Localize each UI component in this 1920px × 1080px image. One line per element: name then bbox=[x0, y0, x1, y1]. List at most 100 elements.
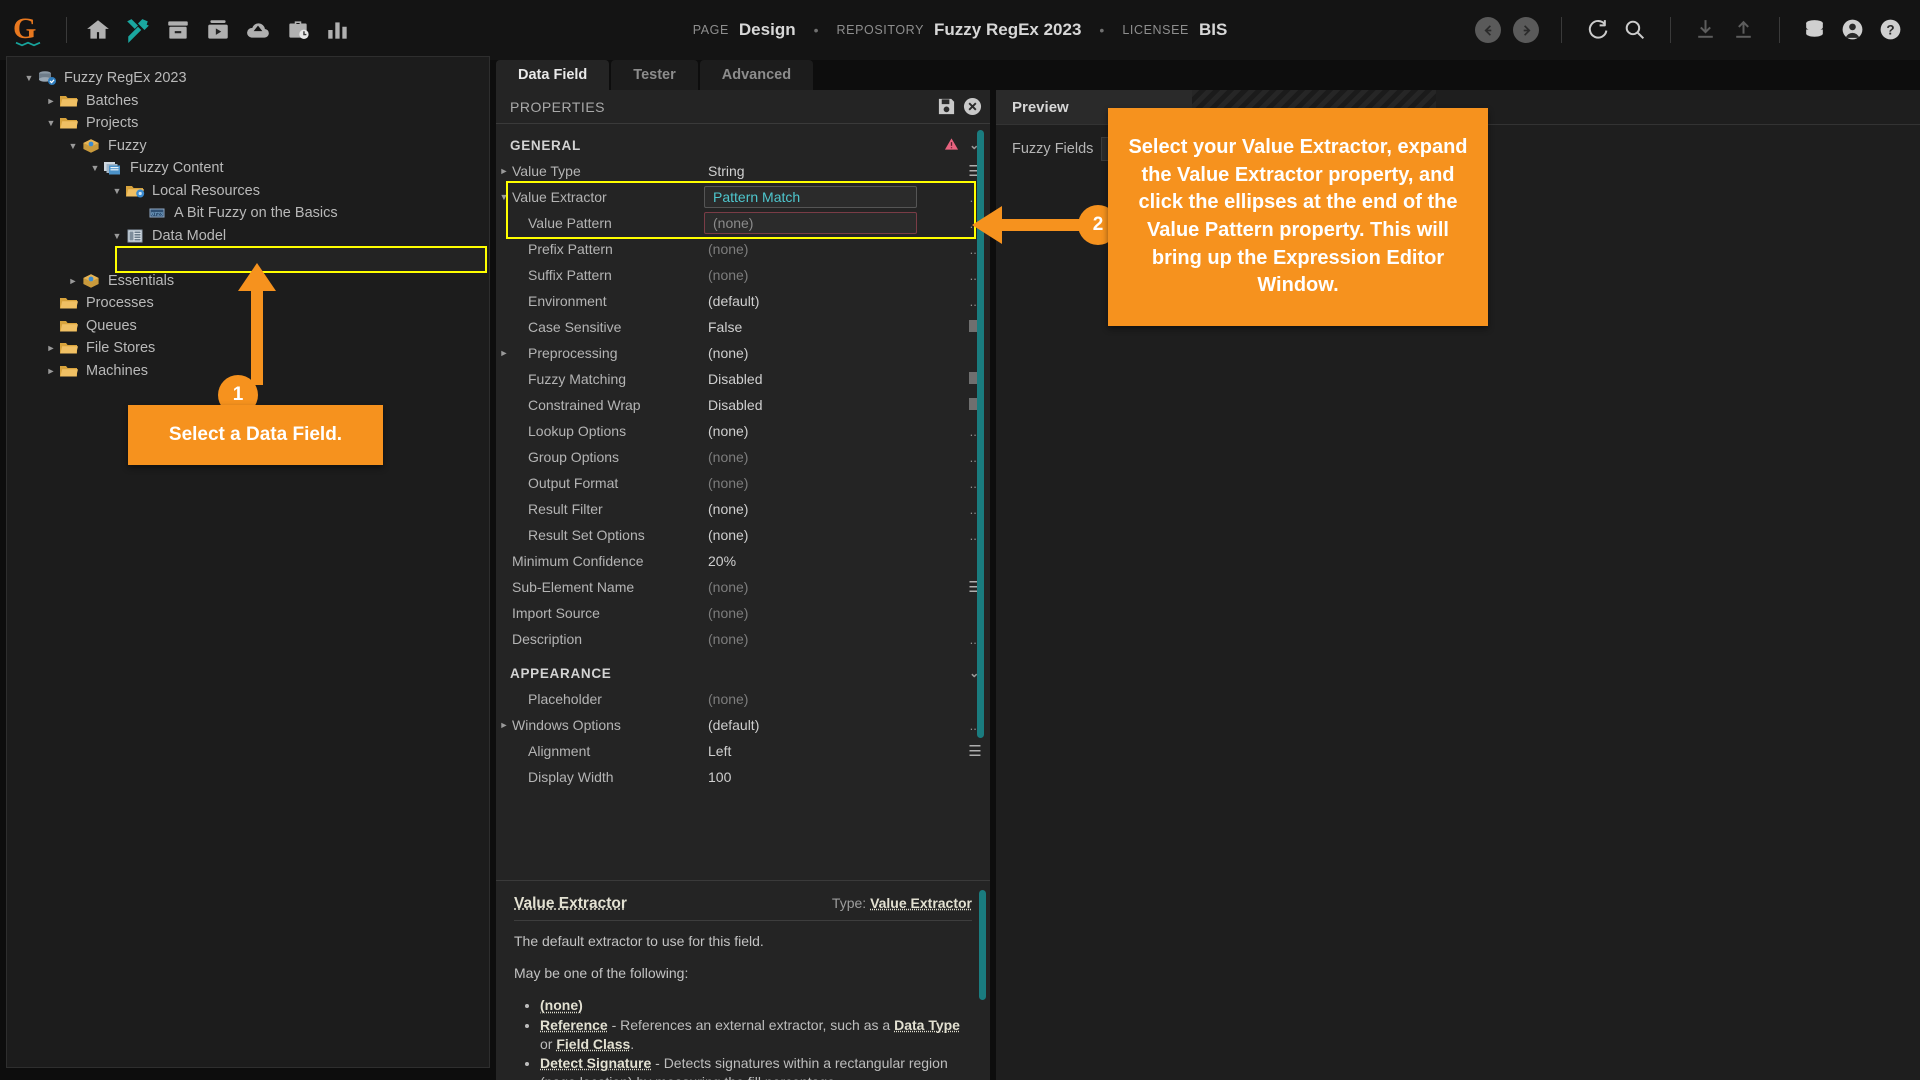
chevron-down-icon[interactable]: ▼ bbox=[499, 192, 509, 202]
section-header-general[interactable]: GENERAL ⌄ bbox=[496, 132, 990, 158]
property-row-placeholder[interactable]: Placeholder (none) bbox=[496, 686, 990, 712]
property-value-cell[interactable]: (none) bbox=[708, 267, 749, 283]
tree-item-batches[interactable]: ► Batches bbox=[7, 90, 489, 113]
chevron-down-icon[interactable]: ▼ bbox=[112, 185, 122, 196]
tab-advanced[interactable]: Advanced bbox=[699, 60, 814, 90]
tools-icon[interactable] bbox=[125, 17, 151, 43]
tree-item-fuzzy[interactable]: ▼ Fuzzy bbox=[7, 135, 489, 158]
help-type-value[interactable]: Value Extractor bbox=[870, 895, 972, 911]
video-box-icon[interactable] bbox=[205, 17, 231, 43]
property-row-description[interactable]: Description (none)... bbox=[496, 626, 990, 652]
property-value-cell[interactable]: (none) bbox=[708, 501, 749, 517]
upload-icon[interactable] bbox=[1731, 17, 1757, 43]
ellipsis-button[interactable]: ... bbox=[969, 717, 981, 733]
property-row-sub-element-name[interactable]: Sub-Element Name (none) ☰ bbox=[496, 574, 990, 600]
ellipsis-button[interactable]: ... bbox=[969, 293, 981, 309]
property-row-preprocessing[interactable]: ► Preprocessing (none) bbox=[496, 340, 990, 366]
tree-item-machines[interactable]: ► Machines bbox=[7, 360, 489, 383]
checkbox-toggle[interactable] bbox=[960, 371, 990, 387]
property-value-cell[interactable]: (none) bbox=[708, 449, 749, 465]
hamburger-menu-icon[interactable]: ☰ bbox=[968, 163, 982, 180]
ellipsis-button[interactable]: ... bbox=[969, 501, 981, 517]
property-row-display-width[interactable]: Display Width 100 bbox=[496, 764, 990, 790]
property-row-value-pattern[interactable]: Value Pattern (none)... bbox=[496, 210, 990, 236]
cloud-upload-icon[interactable] bbox=[245, 17, 271, 43]
download-icon[interactable] bbox=[1693, 17, 1719, 43]
briefcase-clock-icon[interactable] bbox=[285, 17, 311, 43]
chevron-right-icon[interactable]: ► bbox=[499, 348, 509, 358]
property-value-cell[interactable]: 20% bbox=[708, 553, 737, 569]
scrollbar-thumb[interactable] bbox=[979, 890, 986, 1000]
property-row-result-set-options[interactable]: Result Set Options (none)... bbox=[496, 522, 990, 548]
ellipsis-button[interactable]: ... bbox=[969, 449, 981, 465]
help-title[interactable]: Value Extractor bbox=[514, 895, 627, 912]
tab-tester[interactable]: Tester bbox=[611, 60, 698, 90]
property-row-value-type[interactable]: ► Value Type String ☰ bbox=[496, 158, 990, 184]
property-row-fuzzy-matching[interactable]: Fuzzy Matching Disabled bbox=[496, 366, 990, 392]
chevron-right-icon[interactable]: ► bbox=[46, 343, 56, 354]
ellipsis-button[interactable]: ... bbox=[969, 631, 981, 647]
property-value-cell[interactable]: (none) bbox=[708, 345, 749, 361]
database-icon[interactable] bbox=[1802, 17, 1828, 43]
chevron-down-icon[interactable]: ⌄ bbox=[969, 666, 980, 680]
property-row-output-format[interactable]: Output Format (none)... bbox=[496, 470, 990, 496]
chevron-right-icon[interactable]: ► bbox=[46, 365, 56, 376]
help-icon[interactable]: ? bbox=[1878, 17, 1904, 43]
hamburger-menu-icon[interactable]: ☰ bbox=[968, 743, 982, 760]
property-row-windows-options[interactable]: ► Windows Options (default)... bbox=[496, 712, 990, 738]
help-option-term[interactable]: (none) bbox=[540, 997, 583, 1014]
help-option-link[interactable]: Field Class bbox=[556, 1035, 631, 1052]
back-arrow-icon[interactable] bbox=[1475, 17, 1501, 43]
ellipsis-button[interactable]: ... bbox=[969, 527, 981, 543]
ellipsis-button[interactable]: ... bbox=[969, 189, 981, 205]
property-value-cell[interactable]: (default) bbox=[708, 293, 760, 309]
refresh-icon[interactable] bbox=[1584, 17, 1610, 43]
property-value-cell[interactable]: (none) bbox=[708, 579, 749, 595]
tree-item-essentials[interactable]: ► Essentials bbox=[7, 270, 489, 293]
app-logo[interactable]: G bbox=[0, 13, 56, 47]
property-value-cell[interactable]: String bbox=[708, 163, 745, 179]
forward-arrow-icon[interactable] bbox=[1513, 17, 1539, 43]
ellipsis-button[interactable]: ... bbox=[969, 241, 981, 257]
ellipsis-button[interactable]: ... bbox=[969, 475, 981, 491]
property-row-constrained-wrap[interactable]: Constrained Wrap Disabled bbox=[496, 392, 990, 418]
tree-item-projects[interactable]: ▼ Projects bbox=[7, 112, 489, 135]
warning-triangle-icon[interactable] bbox=[944, 137, 959, 154]
close-icon[interactable] bbox=[963, 97, 982, 116]
property-value-cell[interactable]: 100 bbox=[708, 769, 732, 785]
home-icon[interactable] bbox=[85, 17, 111, 43]
property-row-result-filter[interactable]: Result Filter (none)... bbox=[496, 496, 990, 522]
tree-item-fuzzy-regex-2023[interactable]: ▼ Fuzzy RegEx 2023 bbox=[7, 67, 489, 90]
archive-icon[interactable] bbox=[165, 17, 191, 43]
property-value-cell[interactable]: (none) bbox=[708, 631, 749, 647]
save-icon[interactable] bbox=[937, 97, 956, 116]
properties-scrollbar[interactable] bbox=[977, 130, 984, 860]
property-value-cell[interactable]: (none) bbox=[708, 241, 749, 257]
property-row-environment[interactable]: Environment (default)... bbox=[496, 288, 990, 314]
property-value-cell[interactable]: (none) bbox=[704, 212, 960, 234]
property-value-cell[interactable]: (default) bbox=[708, 717, 760, 733]
property-row-lookup-options[interactable]: Lookup Options (none)... bbox=[496, 418, 990, 444]
tree-item-local-resources[interactable]: ▼ Local Resources bbox=[7, 180, 489, 203]
property-value-cell[interactable]: (none) bbox=[708, 691, 749, 707]
property-row-case-sensitive[interactable]: Case Sensitive False bbox=[496, 314, 990, 340]
help-scrollbar[interactable] bbox=[979, 890, 986, 1080]
tree-item-file-stores[interactable]: ► File Stores bbox=[7, 337, 489, 360]
breadcrumb-repository-value[interactable]: Fuzzy RegEx 2023 bbox=[934, 20, 1082, 39]
scrollbar-thumb[interactable] bbox=[977, 130, 984, 738]
property-value-cell[interactable]: False bbox=[708, 319, 743, 335]
tree-item-queues[interactable]: ►Queues bbox=[7, 315, 489, 338]
chevron-down-icon[interactable]: ▼ bbox=[112, 230, 122, 241]
property-row-value-extractor[interactable]: ▼ Value Extractor Pattern Match... bbox=[496, 184, 990, 210]
chevron-right-icon[interactable]: ► bbox=[68, 275, 78, 286]
hamburger-menu-icon[interactable]: ☰ bbox=[968, 579, 982, 596]
chevron-right-icon[interactable]: ► bbox=[46, 95, 56, 106]
tab-data-field[interactable]: Data Field bbox=[496, 60, 610, 90]
checkbox-toggle[interactable] bbox=[960, 319, 990, 335]
chevron-right-icon[interactable]: ► bbox=[499, 720, 509, 730]
chevron-right-icon[interactable]: ► bbox=[499, 166, 509, 176]
tree-item-fuzzy-content[interactable]: ▼ Fuzzy Content bbox=[7, 157, 489, 180]
help-option-link[interactable]: Data Type bbox=[894, 1016, 960, 1033]
chevron-down-icon[interactable]: ▼ bbox=[46, 118, 56, 129]
